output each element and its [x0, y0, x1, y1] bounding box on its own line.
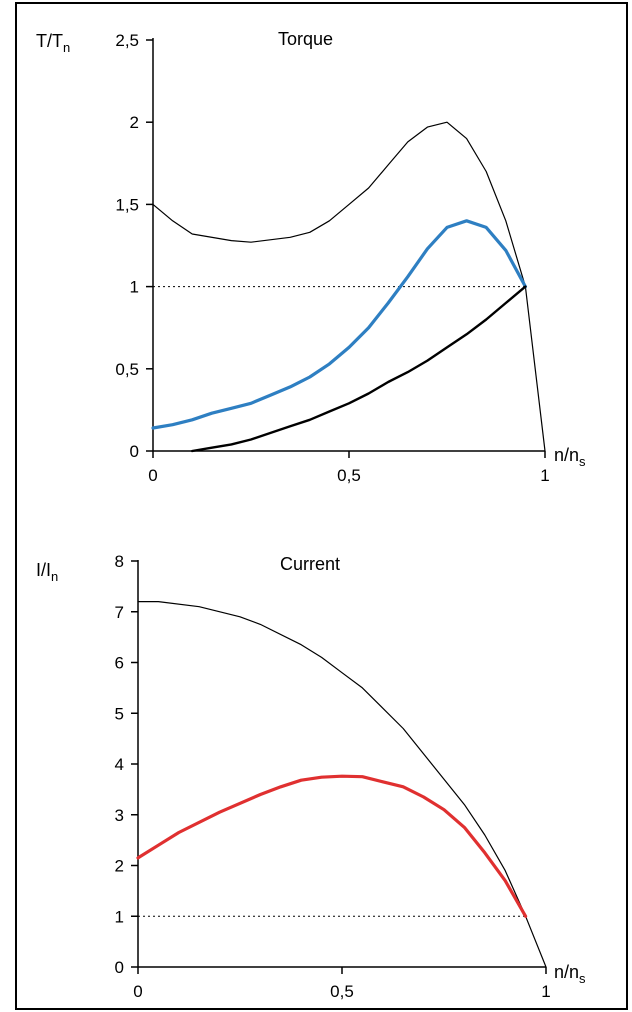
current-ylabel-main: I/I	[36, 560, 51, 580]
current-x-tick-label: 0,5	[330, 982, 354, 1001]
current-y-tick-label: 3	[115, 806, 124, 825]
torque-y-tick-label: 1,5	[115, 195, 139, 214]
torque-series-line-3	[191, 285, 527, 453]
current-y-tick-label: 1	[115, 907, 124, 926]
torque-xlabel: n/ns	[554, 445, 586, 469]
current-ylabel: I/In	[36, 560, 58, 584]
current-y-tick-label: 6	[115, 654, 124, 673]
torque-series-line-2	[151, 219, 527, 430]
torque-xlabel-main: n/n	[554, 445, 579, 465]
current-y-tick-label: 8	[115, 552, 124, 571]
current-y-tick-label: 7	[115, 603, 124, 622]
torque-ylabel-sub: n	[63, 40, 70, 55]
torque-x-tick-label: 0	[148, 466, 157, 485]
current-title: Current	[280, 554, 340, 574]
torque-y-tick-label: 0,5	[115, 360, 139, 379]
torque-ylabel-main: T/T	[36, 31, 63, 51]
current-x-tick-label: 0	[133, 982, 142, 1001]
current-xlabel-sub: s	[579, 971, 586, 986]
torque-y-tick-label: 2,5	[115, 31, 139, 50]
current-y-tick-label: 0	[115, 958, 124, 977]
current-xlabel-main: n/n	[554, 962, 579, 982]
figure-frame	[15, 2, 628, 1010]
torque-xlabel-sub: s	[579, 454, 586, 469]
current-ylabel-sub: n	[51, 569, 58, 584]
current-xlabel: n/ns	[554, 962, 586, 986]
current-y-tick-label: 5	[115, 704, 124, 723]
torque-x-tick-label: 0,5	[337, 466, 361, 485]
torque-y-tick-label: 1	[130, 278, 139, 297]
current-series-line-1	[137, 601, 547, 968]
current-y-tick-label: 2	[115, 857, 124, 876]
torque-chart: Torque T/Tn n/ns 0 0,5 1 1,5 2 2,5 0 0,5 1	[36, 29, 586, 485]
torque-title: Torque	[278, 29, 333, 49]
current-series-line-2	[136, 774, 528, 918]
torque-ylabel: T/Tn	[36, 31, 70, 55]
torque-x-tick-label: 1	[540, 466, 549, 485]
torque-y-tick-label: 0	[130, 442, 139, 461]
current-y-tick-label: 4	[115, 755, 124, 774]
torque-y-tick-label: 2	[130, 113, 139, 132]
current-chart: Current I/In n/ns 0 1 2 3 4 5 6 7 8 0 0,5 1	[36, 552, 586, 1001]
torque-series-line-1	[152, 121, 546, 452]
current-x-tick-label: 1	[541, 982, 550, 1001]
